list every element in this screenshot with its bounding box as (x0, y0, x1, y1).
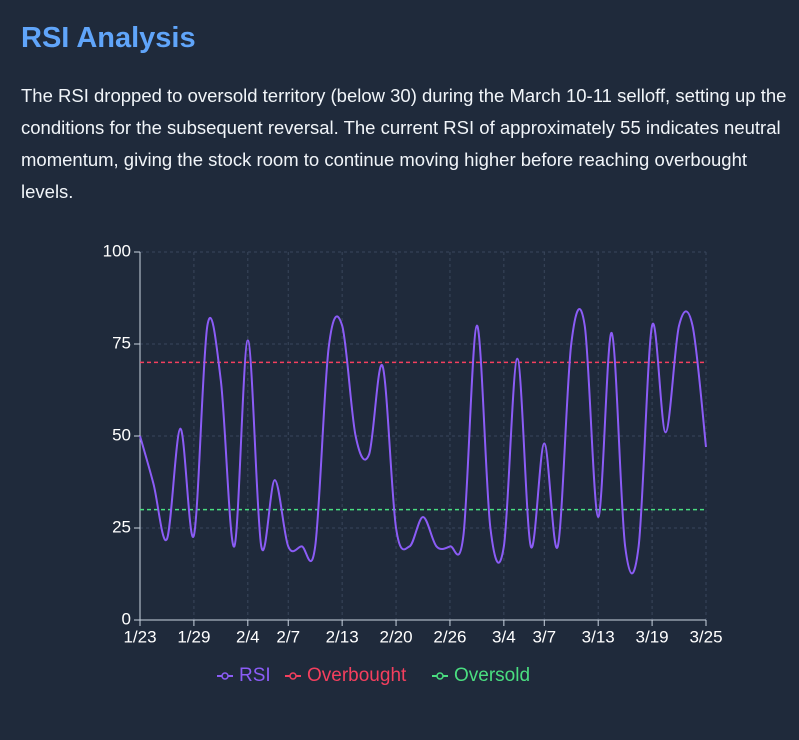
legend-icon (436, 672, 444, 680)
x-tick-label: 2/26 (433, 627, 466, 646)
legend-icon (221, 672, 229, 680)
x-tick-label: 2/4 (236, 627, 260, 646)
x-tick-label: 2/20 (380, 627, 413, 646)
x-tick-label: 1/23 (123, 627, 156, 646)
y-tick-label: 50 (112, 425, 131, 444)
x-tick-label: 2/7 (276, 627, 300, 646)
x-tick-label: 2/13 (326, 627, 359, 646)
x-tick-label: 3/4 (492, 627, 516, 646)
heading: RSI Analysis (21, 22, 196, 54)
y-tick-label: 100 (103, 241, 131, 260)
rsi-line (139, 308, 707, 575)
description: The RSI dropped to oversold territory (b… (21, 85, 787, 202)
x-tick-label: 3/7 (532, 627, 556, 646)
legend-label: Overbought (307, 665, 407, 686)
chart: 0 25 50 75 100 1/23 1/29 2/4 2/7 2/13 2/20 2/26 3/4 3… (103, 241, 723, 686)
legend-label: RSI (239, 665, 271, 686)
x-tick-label: 3/19 (636, 627, 669, 646)
x-tick-label: 3/13 (582, 627, 615, 646)
y-tick-label: 75 (112, 333, 131, 352)
y-tick-label: 0 (122, 609, 131, 628)
x-tick-label: 3/25 (689, 627, 722, 646)
legend-label: Oversold (454, 665, 530, 686)
y-tick-label: 25 (112, 517, 131, 536)
legend-icon (289, 672, 297, 680)
x-tick-label: 1/29 (177, 627, 210, 646)
